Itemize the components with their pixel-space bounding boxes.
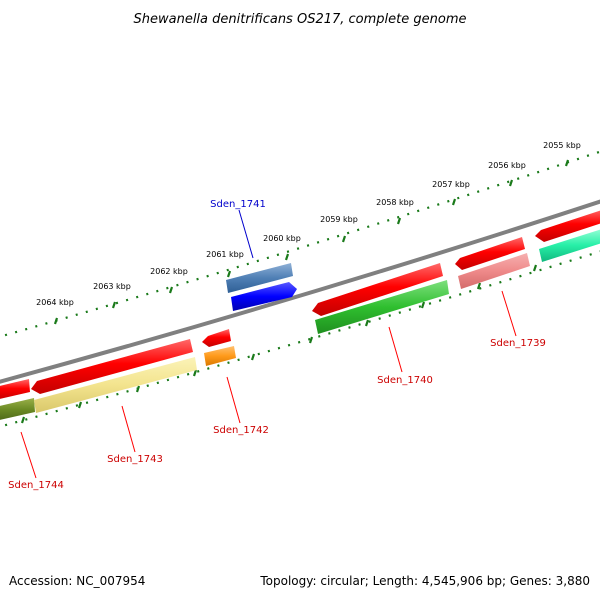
map-title: Shewanella denitrificans OS217, complete… bbox=[134, 12, 467, 27]
gene-sden-1739-cds[interactable] bbox=[455, 237, 525, 270]
gene-label-sden-1742[interactable]: Sden_1742 bbox=[213, 425, 269, 436]
outer-ruler-major-ticks bbox=[53, 159, 570, 325]
gene-labels: Sden_1744 Sden_1743 Sden_1742 Sden_1741 … bbox=[8, 199, 546, 491]
ruler-labels: 2064 kbp 2063 kbp 2062 kbp 2061 kbp 2060… bbox=[36, 141, 581, 307]
gene-sden-1740-cds[interactable] bbox=[312, 263, 443, 316]
gene-label-sden-1744[interactable]: Sden_1744 bbox=[8, 480, 64, 491]
kbp-label: 2060 kbp bbox=[263, 234, 301, 243]
inner-ruler-major-ticks bbox=[20, 264, 538, 424]
gene-sden-1742-product[interactable] bbox=[204, 346, 236, 366]
gene-right-edge-cds[interactable] bbox=[535, 209, 600, 242]
gene-sden-1741-product[interactable] bbox=[226, 263, 293, 293]
genome-backbone bbox=[0, 199, 600, 384]
gene-sden-1741-cds[interactable] bbox=[231, 282, 297, 311]
gene-sden-1744-cds[interactable] bbox=[0, 379, 30, 400]
gene-sden-1743-product[interactable] bbox=[34, 357, 197, 413]
gene-sden-1743-cds[interactable] bbox=[31, 339, 193, 394]
accession-text: Accession: NC_007954 bbox=[9, 574, 145, 588]
inner-ruler-track bbox=[0, 250, 600, 428]
gene-label-sden-1740[interactable]: Sden_1740 bbox=[377, 375, 433, 386]
gene-label-leaders bbox=[20, 209, 517, 479]
gene-right-edge-product[interactable] bbox=[539, 228, 600, 262]
kbp-label: 2064 kbp bbox=[36, 298, 74, 307]
gene-sden-1739-product[interactable] bbox=[458, 253, 530, 289]
gene-sden-1742-cds[interactable] bbox=[202, 329, 231, 347]
kbp-label: 2059 kbp bbox=[320, 215, 358, 224]
kbp-label: 2056 kbp bbox=[488, 161, 526, 170]
kbp-label: 2063 kbp bbox=[93, 282, 131, 291]
gene-label-sden-1741[interactable]: Sden_1741 bbox=[210, 199, 266, 210]
gene-sden-1744-product[interactable] bbox=[0, 398, 35, 421]
gene-label-sden-1739[interactable]: Sden_1739 bbox=[490, 338, 546, 349]
gene-label-sden-1743[interactable]: Sden_1743 bbox=[107, 454, 163, 465]
kbp-label: 2061 kbp bbox=[206, 250, 244, 259]
genome-summary-text: Topology: circular; Length: 4,545,906 bp… bbox=[259, 574, 590, 588]
kbp-label: 2055 kbp bbox=[543, 141, 581, 150]
kbp-label: 2057 kbp bbox=[432, 180, 470, 189]
kbp-label: 2062 kbp bbox=[150, 267, 188, 276]
gene-sden-1740-product[interactable] bbox=[315, 280, 449, 334]
kbp-label: 2058 kbp bbox=[376, 198, 414, 207]
